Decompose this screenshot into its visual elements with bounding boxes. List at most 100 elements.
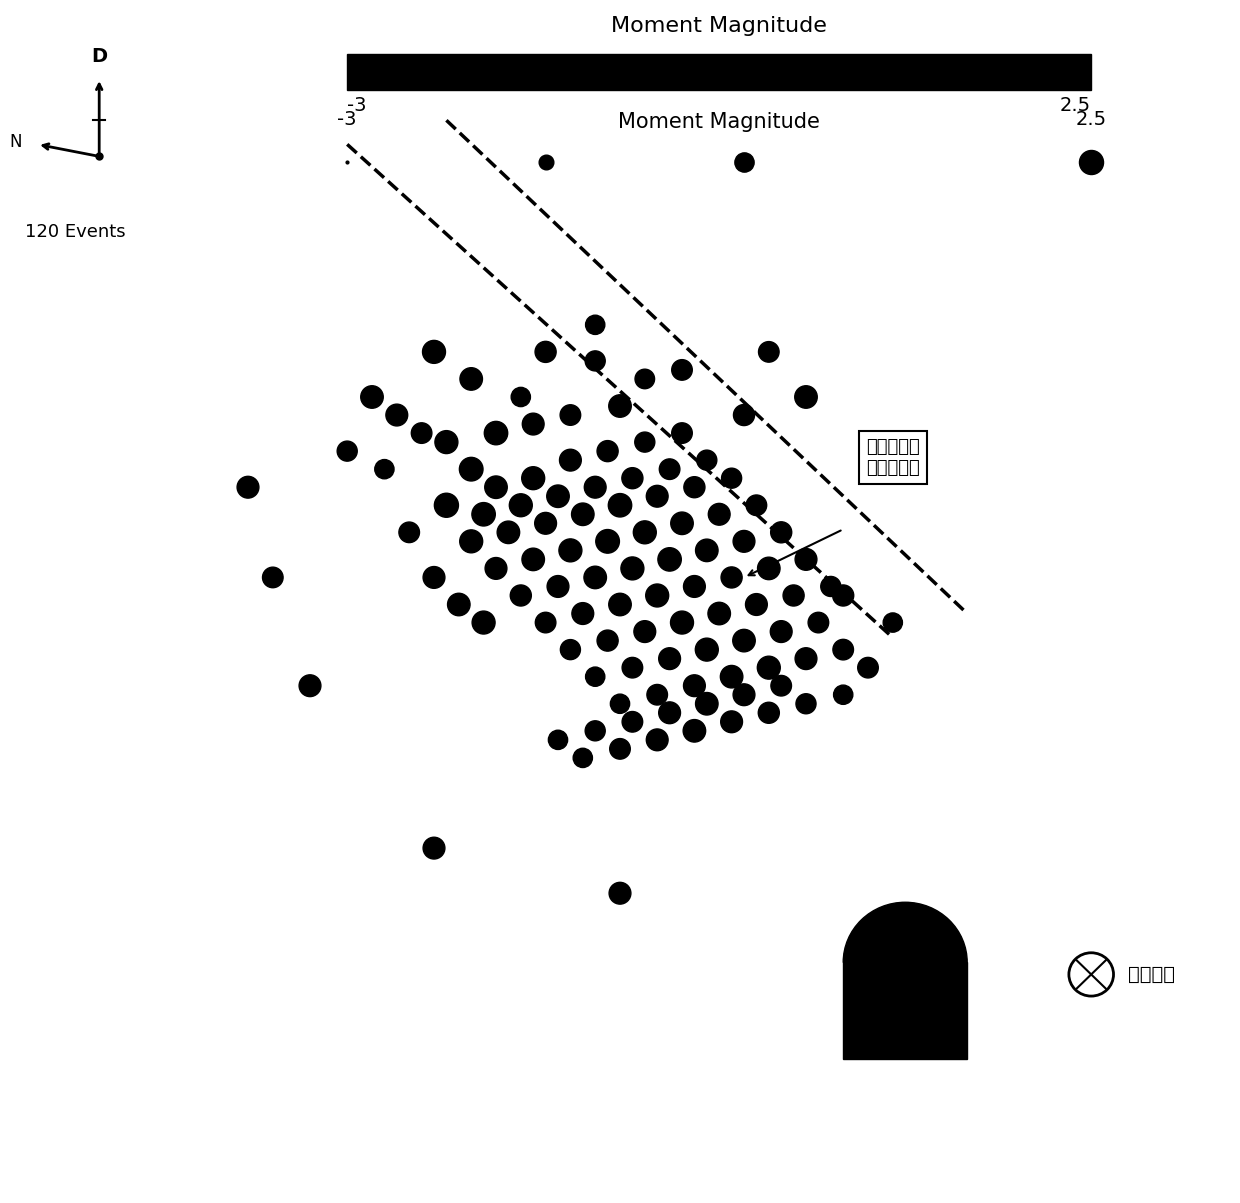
Point — [436, 496, 456, 515]
Point — [722, 712, 742, 731]
Point — [684, 478, 704, 497]
Point — [536, 514, 556, 533]
Point — [412, 423, 432, 443]
Point — [486, 423, 506, 443]
Point — [610, 595, 630, 615]
Point — [560, 640, 580, 659]
Point — [474, 612, 494, 632]
Point — [784, 586, 804, 605]
Point — [585, 351, 605, 371]
Point — [573, 748, 593, 768]
Point — [548, 577, 568, 597]
Point — [647, 686, 667, 705]
Point — [598, 442, 618, 461]
Point — [622, 658, 642, 677]
Point — [697, 694, 717, 713]
Point — [833, 640, 853, 659]
Point — [709, 604, 729, 623]
Point — [883, 612, 903, 632]
Point — [771, 622, 791, 641]
Point — [734, 153, 754, 172]
Point — [511, 496, 531, 515]
Point — [585, 666, 605, 686]
Point — [672, 514, 692, 533]
Point — [660, 550, 680, 569]
Point — [821, 577, 841, 597]
Point — [536, 342, 556, 361]
Point — [610, 496, 630, 515]
Point — [684, 577, 704, 597]
Point — [573, 505, 593, 525]
Point — [622, 712, 642, 731]
Text: Moment Magnitude: Moment Magnitude — [611, 16, 827, 36]
Point — [536, 612, 556, 632]
Point — [300, 676, 320, 695]
Point — [511, 586, 531, 605]
Bar — [347, 54, 1091, 90]
Point — [461, 460, 481, 479]
Point — [449, 595, 469, 615]
Point — [585, 315, 605, 334]
Point — [362, 387, 382, 407]
Point — [759, 342, 779, 361]
Point — [635, 369, 655, 389]
Text: 掘进方向: 掘进方向 — [1128, 965, 1176, 984]
Point — [759, 558, 779, 577]
Point — [622, 468, 642, 488]
Point — [672, 423, 692, 443]
Point — [548, 487, 568, 506]
Point — [796, 648, 816, 668]
Text: D: D — [91, 47, 108, 66]
Point — [647, 730, 667, 749]
Point — [647, 586, 667, 605]
Text: Moment Magnitude: Moment Magnitude — [619, 112, 820, 132]
Text: 2.5: 2.5 — [1060, 96, 1091, 115]
Point — [635, 522, 655, 541]
Point — [598, 630, 618, 650]
Point — [585, 568, 605, 587]
Text: 120 Events: 120 Events — [25, 223, 125, 241]
Point — [833, 586, 853, 605]
Point — [511, 387, 531, 407]
Point — [461, 532, 481, 551]
Point — [796, 694, 816, 713]
Text: N: N — [10, 134, 22, 150]
Point — [660, 648, 680, 668]
Point — [808, 612, 828, 632]
Point — [337, 442, 357, 461]
Point — [610, 396, 630, 415]
Point — [238, 478, 258, 497]
Point — [796, 387, 816, 407]
Text: -3: -3 — [347, 96, 367, 115]
Wedge shape — [843, 902, 967, 962]
Point — [672, 612, 692, 632]
Point — [660, 460, 680, 479]
Point — [536, 153, 556, 172]
Point — [610, 694, 630, 713]
Point — [424, 568, 444, 587]
Point — [734, 630, 754, 650]
Point — [523, 414, 543, 434]
Point — [635, 432, 655, 451]
Point — [746, 595, 766, 615]
Point — [647, 487, 667, 506]
Point — [548, 730, 568, 749]
Point — [833, 686, 853, 705]
Point — [585, 478, 605, 497]
Point — [722, 568, 742, 587]
Text: 微震事件呼
条带状分布: 微震事件呼 条带状分布 — [866, 438, 920, 476]
Point — [263, 568, 283, 587]
Point — [399, 522, 419, 541]
Point — [734, 686, 754, 705]
Point — [461, 369, 481, 389]
Point — [560, 541, 580, 561]
Point — [610, 739, 630, 759]
Point — [374, 460, 394, 479]
Point — [660, 703, 680, 722]
Point — [1081, 153, 1101, 172]
Point — [734, 405, 754, 425]
Point — [746, 496, 766, 515]
Point — [771, 676, 791, 695]
Point — [635, 622, 655, 641]
Point — [387, 405, 407, 425]
